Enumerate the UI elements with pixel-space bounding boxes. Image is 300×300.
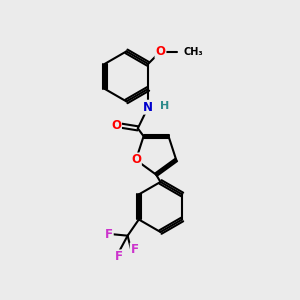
Text: CH₃: CH₃ (183, 46, 203, 56)
Text: O: O (155, 45, 166, 58)
Text: N: N (143, 101, 153, 114)
Text: F: F (131, 243, 139, 256)
Text: O: O (111, 119, 121, 132)
Text: O: O (131, 153, 141, 167)
Text: F: F (115, 250, 123, 263)
Text: F: F (105, 228, 113, 241)
Text: H: H (160, 101, 170, 111)
